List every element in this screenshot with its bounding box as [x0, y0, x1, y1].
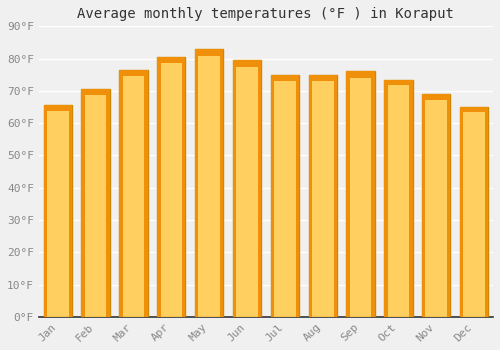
Bar	[258, 60, 261, 317]
Bar	[460, 107, 488, 112]
Bar	[384, 79, 412, 85]
Bar	[182, 57, 186, 317]
Bar	[308, 75, 337, 81]
Bar	[422, 94, 426, 317]
Bar	[372, 71, 375, 317]
Bar	[195, 49, 198, 317]
Bar	[44, 105, 47, 317]
Bar	[346, 71, 375, 317]
Bar	[119, 70, 122, 317]
Bar	[270, 75, 299, 81]
Bar	[157, 57, 186, 317]
Bar	[422, 94, 450, 317]
Bar	[346, 71, 350, 317]
Bar	[460, 107, 488, 317]
Bar	[296, 75, 299, 317]
Bar	[44, 105, 72, 111]
Bar	[384, 79, 412, 317]
Bar	[460, 107, 464, 317]
Bar	[119, 70, 148, 317]
Bar	[422, 94, 450, 100]
Bar	[485, 107, 488, 317]
Bar	[44, 105, 72, 317]
Bar	[270, 75, 299, 317]
Bar	[82, 89, 110, 95]
Bar	[157, 57, 186, 63]
Bar	[447, 94, 450, 317]
Bar	[334, 75, 337, 317]
Bar	[68, 105, 72, 317]
Bar	[233, 60, 261, 66]
Bar	[220, 49, 224, 317]
Bar	[82, 89, 85, 317]
Bar	[308, 75, 312, 317]
Bar	[82, 89, 110, 317]
Bar	[270, 75, 274, 317]
Bar	[384, 79, 388, 317]
Bar	[308, 75, 337, 317]
Bar	[157, 57, 160, 317]
Bar	[119, 70, 148, 76]
Bar	[144, 70, 148, 317]
Bar	[195, 49, 224, 56]
Bar	[106, 89, 110, 317]
Bar	[233, 60, 261, 317]
Bar	[346, 71, 375, 78]
Bar	[195, 49, 224, 317]
Bar	[409, 79, 412, 317]
Title: Average monthly temperatures (°F ) in Koraput: Average monthly temperatures (°F ) in Ko…	[78, 7, 454, 21]
Bar	[233, 60, 236, 317]
